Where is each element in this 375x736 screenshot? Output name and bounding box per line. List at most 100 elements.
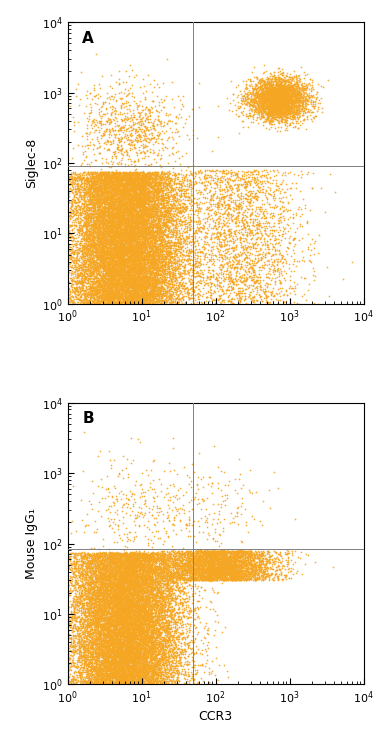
Point [143,592,149,604]
Point [108,601,114,613]
Point [133,181,139,193]
Point [186,604,192,616]
Point [287,107,293,119]
Point [121,277,127,289]
Point [105,264,111,276]
Point [157,261,163,273]
Point [112,678,118,690]
Point [106,291,112,303]
Point [158,294,164,305]
Point [214,570,220,582]
Point [110,600,116,612]
Point [81,548,87,560]
Point [96,589,102,601]
Point [111,637,117,648]
Point [124,209,130,221]
Point [170,614,176,626]
Point [170,581,176,593]
Point [146,203,152,215]
Point [183,169,189,180]
Point [111,278,117,290]
Point [219,571,225,583]
Point [167,281,173,293]
Point [95,567,101,579]
Point [176,569,181,581]
Point [158,233,164,245]
Point [106,174,112,186]
Point [122,194,128,206]
Point [104,286,110,297]
Point [240,570,246,581]
Point [273,100,279,112]
Point [122,677,128,689]
Point [233,203,239,215]
Point [122,660,128,672]
Point [147,548,153,560]
Point [199,553,205,565]
Point [88,178,94,190]
Point [105,563,111,575]
Point [241,546,247,558]
Point [146,589,152,601]
Point [272,98,278,110]
Point [219,550,225,562]
Point [142,206,148,218]
Point [254,219,260,230]
Point [135,611,141,623]
Point [132,296,138,308]
Point [110,251,116,263]
Point [126,653,132,665]
Point [254,174,260,185]
Point [166,225,172,237]
Point [210,546,216,558]
Point [128,589,134,601]
Point [148,676,154,687]
Point [83,198,89,210]
Point [144,620,150,632]
Point [174,592,180,604]
Point [97,205,103,216]
Point [231,217,237,229]
Point [126,625,132,637]
Point [270,96,276,107]
Point [146,550,152,562]
Point [202,549,208,561]
Point [120,572,126,584]
Point [86,559,92,570]
Point [90,240,96,252]
Point [167,272,173,284]
Point [131,183,137,194]
Point [81,584,87,595]
Point [142,216,148,228]
Point [80,254,86,266]
Point [180,565,186,577]
Point [118,638,124,650]
Point [154,78,160,90]
Point [154,275,160,287]
Point [110,620,116,632]
Point [139,566,145,578]
Point [137,277,143,289]
Point [122,245,128,257]
Point [165,594,171,606]
Point [268,87,274,99]
Point [102,677,108,689]
Point [160,645,166,657]
Point [137,250,143,262]
Point [92,587,98,598]
Point [195,222,201,234]
Point [143,281,149,293]
Point [112,660,118,672]
Point [84,231,90,243]
Point [178,180,184,191]
Point [157,246,163,258]
Point [159,217,165,229]
Point [93,210,99,222]
Point [277,88,283,100]
Point [298,166,304,177]
Point [129,172,135,184]
Point [288,80,294,92]
Point [132,288,138,300]
Point [109,573,115,584]
Point [178,570,184,581]
